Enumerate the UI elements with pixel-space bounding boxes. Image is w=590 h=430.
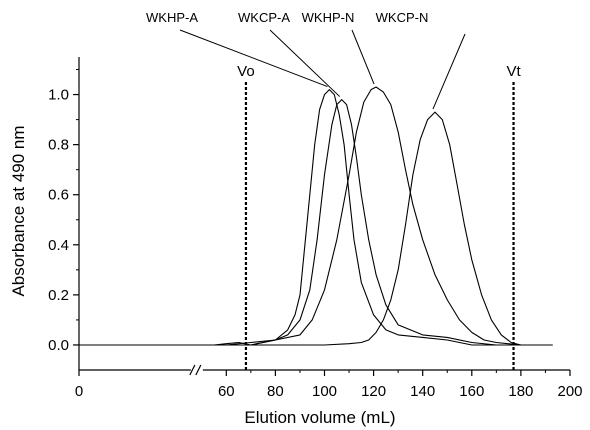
series-label-wkhp-a: WKHP-A (146, 10, 198, 25)
series-label-wkcp-n: WKCP-N (376, 10, 429, 25)
series-labels: WKHP-A WKCP-A WKHP-N WKCP-N (146, 10, 466, 110)
reference-label-vo: Vo (237, 63, 255, 80)
series-layer (79, 86, 553, 346)
y-tick-label: 0.2 (48, 287, 69, 304)
x-tick-label: 80 (267, 383, 284, 400)
y-axis-title: Absorbance at 490 nm (9, 125, 28, 296)
x-tick-label: 200 (557, 383, 582, 400)
series-label-wkcp-a: WKCP-A (238, 10, 290, 25)
x-tick-label: 60 (218, 383, 235, 400)
series-line-wkcp-a (79, 99, 546, 346)
series-leader-line (351, 29, 375, 85)
axes: 0 60 80 100 120 140 160 180 200 0.0 0.2 0.4 0.6 0.8 1.… (48, 57, 583, 400)
x-tick-label: 180 (508, 383, 533, 400)
series-leader-line (432, 33, 466, 110)
series-line-wkcp-n (79, 111, 553, 346)
x-tick-label: 100 (312, 383, 337, 400)
x-tick-label: 140 (410, 383, 435, 400)
series-leader-line (269, 29, 341, 97)
axis-break-slash (195, 364, 202, 376)
x-tick-label: 160 (459, 383, 484, 400)
reference-lines: Vo Vt (237, 63, 521, 370)
y-tick-label: 0.0 (48, 337, 69, 354)
y-tick-label: 0.4 (48, 237, 69, 254)
x-tick-label: 120 (361, 383, 386, 400)
x-axis-title: Elution volume (mL) (244, 408, 395, 427)
y-tick-label: 1.0 (48, 87, 69, 104)
y-tick-label: 0.6 (48, 187, 69, 204)
axis-break-gap (190, 367, 203, 374)
x-tick-label: 0 (75, 383, 83, 400)
series-label-wkhp-n: WKHP-N (302, 10, 355, 25)
series-leader-line (179, 29, 328, 88)
axis-break-slash (189, 364, 196, 376)
series-line-wkhp-n (79, 86, 546, 346)
reference-label-vt: Vt (506, 63, 521, 80)
series-line-wkhp-a (79, 89, 546, 346)
y-tick-label: 0.8 (48, 137, 69, 154)
